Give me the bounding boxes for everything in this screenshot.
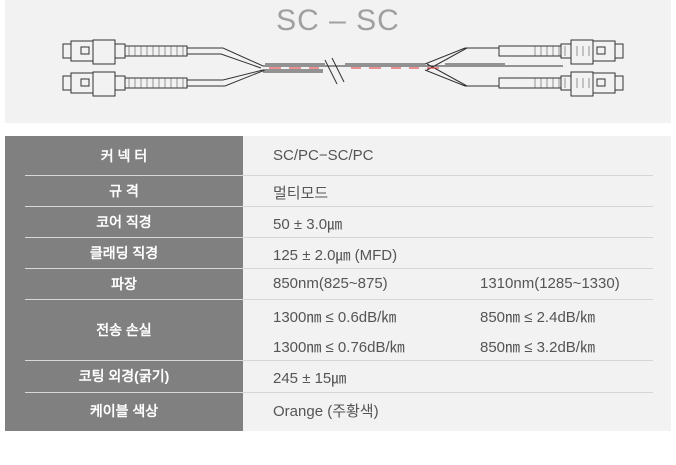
table-row: 규 격 멀티모드	[5, 175, 671, 206]
row-label: 파장	[111, 275, 137, 292]
row-label: 코어 직경	[96, 213, 152, 230]
row-value: SC/PC−SC/PC	[273, 147, 374, 164]
row-value: 1300㎚ ≤ 0.76dB/㎞	[273, 339, 405, 356]
row-value: 멀티모드	[273, 185, 329, 202]
row-value: 125 ± 2.0㎛ (MFD)	[273, 247, 398, 264]
table-row: 케이블 색상 Orange (주황색)	[5, 392, 671, 429]
row-value: 1300㎚ ≤ 0.6dB/㎞	[273, 309, 397, 326]
table-row: 코팅 외경(굵기) 245 ± 15㎛	[5, 360, 671, 392]
left-connector-bottom	[62, 71, 188, 97]
row-value: 245 ± 15㎛	[273, 370, 347, 387]
right-connector-bottom	[498, 71, 624, 97]
row-value: 1310nm(1285~1330)	[480, 275, 620, 292]
right-connector-top	[498, 39, 624, 65]
row-value: Orange (주황색)	[273, 403, 379, 420]
table-row: 전송 손실 1300㎚ ≤ 0.6dB/㎞ 850㎚ ≤ 2.4dB/㎞ 130…	[5, 299, 671, 360]
row-value: 850nm(825~875)	[273, 275, 388, 292]
label-column	[5, 136, 243, 431]
row-label: 커 넥 터	[100, 147, 148, 164]
row-value: 850㎚ ≤ 3.2dB/㎞	[480, 339, 595, 356]
row-label: 케이블 색상	[89, 402, 159, 419]
table-row: 클래딩 직경 125 ± 2.0㎛ (MFD)	[5, 237, 671, 268]
cable-diagram-panel: SC – SC	[5, 0, 671, 123]
table-row: 코어 직경 50 ± 3.0㎛	[5, 206, 671, 237]
spec-table: 커 넥 터 SC/PC−SC/PC 규 격 멀티모드 코어 직경 50 ± 3.…	[5, 136, 671, 431]
sc-sc-cable-icon	[62, 39, 624, 97]
row-label: 클래딩 직경	[89, 244, 159, 261]
row-label: 전송 손실	[96, 321, 152, 338]
row-value: 50 ± 3.0㎛	[273, 216, 343, 233]
diagram-title: SC – SC	[276, 4, 400, 37]
row-label: 코팅 외경(굵기)	[78, 368, 170, 384]
table-row: 파장 850nm(825~875) 1310nm(1285~1330)	[5, 268, 671, 299]
row-value: 850㎚ ≤ 2.4dB/㎞	[480, 309, 595, 326]
left-connector-top	[62, 39, 188, 65]
row-label: 규 격	[109, 182, 139, 199]
table-row: 커 넥 터 SC/PC−SC/PC	[5, 136, 671, 175]
